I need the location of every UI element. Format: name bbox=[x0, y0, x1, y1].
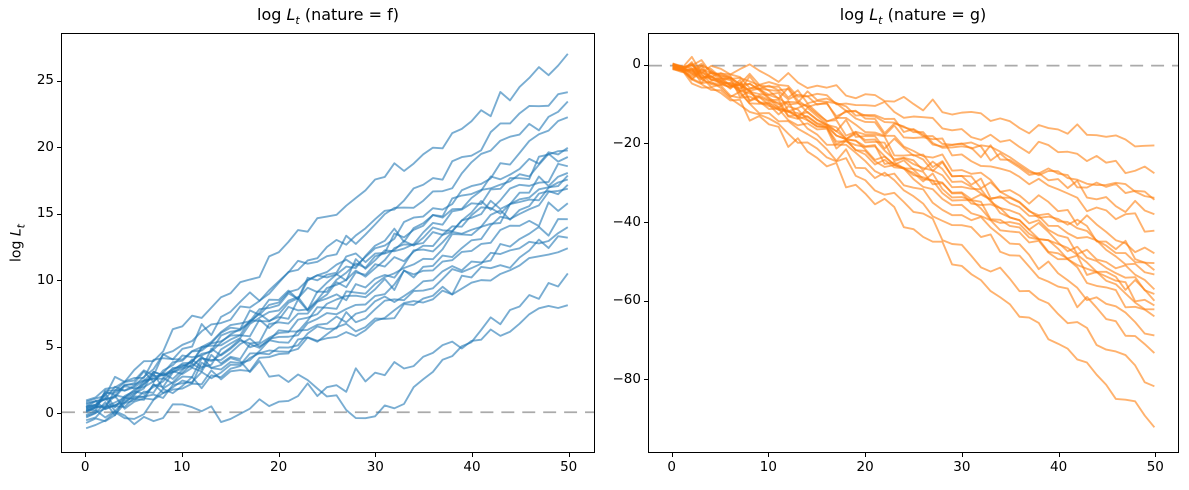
title-text-suffix: (nature = f) bbox=[299, 5, 399, 24]
trajectory-line-f-run-17 bbox=[85, 235, 568, 430]
trajectory-line-f-run-14 bbox=[85, 201, 569, 414]
x-tick-mark bbox=[278, 453, 280, 457]
x-tick-label: 10 bbox=[173, 459, 191, 475]
x-tick-label: 0 bbox=[80, 459, 90, 475]
y-tick-mark bbox=[57, 80, 61, 82]
x-tick-label: 10 bbox=[759, 459, 777, 475]
trajectory-line-g-run-16 bbox=[672, 65, 1155, 318]
y-tick-mark bbox=[57, 213, 61, 215]
ylabel-math-var: L bbox=[8, 228, 25, 237]
trajectory-line-f-run-13 bbox=[85, 187, 569, 411]
y-tick-label: 10 bbox=[36, 271, 54, 288]
trajectory-line-f-run-7 bbox=[85, 152, 569, 402]
y-tick-mark bbox=[57, 346, 61, 348]
y-tick-label: 0 bbox=[45, 404, 54, 421]
trajectory-line-g-run-19 bbox=[672, 64, 1155, 388]
y-tick-label: −60 bbox=[612, 292, 642, 309]
y-tick-mark bbox=[644, 379, 648, 381]
x-tick-label: 50 bbox=[560, 459, 578, 475]
trajectory-line-f-run-3 bbox=[85, 100, 569, 416]
title-math-var: L bbox=[286, 5, 296, 24]
x-tick-label: 40 bbox=[1050, 459, 1068, 475]
y-tick-label: 25 bbox=[36, 72, 54, 89]
y-tick-mark bbox=[644, 143, 648, 145]
axes-nature-g bbox=[648, 33, 1179, 453]
subplot-g-title: log Lt (nature = g) bbox=[840, 5, 986, 27]
axes-nature-f bbox=[61, 33, 595, 453]
trajectory-line-g-run-15 bbox=[672, 63, 1155, 311]
trajectory-line-f-run-20 bbox=[86, 304, 569, 426]
x-tick-label: 30 bbox=[366, 459, 384, 475]
y-tick-label: 5 bbox=[45, 338, 54, 355]
trajectory-line-g-run-1 bbox=[672, 55, 1155, 148]
x-tick-label: 30 bbox=[953, 459, 971, 475]
y-tick-mark bbox=[57, 413, 61, 415]
trajectory-line-g-run-6 bbox=[672, 62, 1155, 233]
x-tick-label: 0 bbox=[667, 459, 676, 475]
title-text-suffix: (nature = g) bbox=[882, 5, 987, 24]
y-tick-label: −40 bbox=[612, 213, 642, 230]
x-tick-label: 20 bbox=[270, 459, 288, 475]
x-tick-mark bbox=[375, 453, 377, 457]
x-tick-mark bbox=[961, 453, 963, 457]
x-tick-mark bbox=[1155, 453, 1157, 457]
x-tick-mark bbox=[1058, 453, 1060, 457]
trajectory-line-g-run-14 bbox=[672, 67, 1155, 307]
ylabel-math-sub: t bbox=[14, 224, 28, 229]
trajectory-line-f-run-1 bbox=[85, 53, 569, 403]
x-tick-label: 50 bbox=[1146, 459, 1164, 475]
y-tick-mark bbox=[644, 64, 648, 66]
trajectory-line-g-run-20 bbox=[672, 66, 1156, 428]
trajectory-line-f-run-6 bbox=[85, 149, 568, 422]
x-tick-label: 40 bbox=[463, 459, 481, 475]
y-tick-label: 0 bbox=[632, 56, 641, 73]
trajectory-line-f-run-18 bbox=[85, 247, 569, 412]
y-tick-mark bbox=[57, 280, 61, 282]
trajectory-line-f-run-2 bbox=[85, 91, 568, 410]
ylabel-text: log bbox=[8, 236, 25, 262]
trajectory-line-f-run-8 bbox=[85, 162, 569, 408]
trajectory-line-g-run-9 bbox=[672, 63, 1155, 271]
y-tick-mark bbox=[644, 222, 648, 223]
y-tick-label: 15 bbox=[36, 205, 54, 222]
x-tick-mark bbox=[865, 453, 867, 457]
trajectory-line-f-run-19 bbox=[85, 272, 569, 420]
y-tick-label: −20 bbox=[612, 134, 642, 151]
x-tick-label: 20 bbox=[856, 459, 874, 475]
title-math-var: L bbox=[869, 5, 879, 24]
title-math-sub: t bbox=[295, 14, 300, 28]
trajectory-line-f-run-12 bbox=[85, 184, 569, 424]
trajectory-line-f-run-5 bbox=[85, 146, 569, 412]
y-tick-mark bbox=[57, 147, 61, 149]
x-tick-mark bbox=[181, 453, 183, 457]
x-tick-mark bbox=[568, 453, 570, 457]
x-tick-mark bbox=[472, 453, 473, 457]
trajectory-line-g-run-18 bbox=[672, 68, 1156, 354]
plot-area-g bbox=[649, 55, 1178, 428]
trajectory-line-g-run-2 bbox=[672, 61, 1155, 175]
x-tick-mark bbox=[768, 453, 770, 457]
trajectory-line-f-run-16 bbox=[85, 226, 569, 413]
trajectory-line-f-run-11 bbox=[85, 178, 569, 411]
title-math-sub: t bbox=[878, 14, 883, 28]
trajectory-line-f-run-10 bbox=[85, 174, 569, 406]
y-tick-mark bbox=[644, 300, 648, 302]
title-text: log bbox=[839, 5, 870, 24]
trajectory-line-g-run-5 bbox=[672, 59, 1155, 216]
y-tick-label: −80 bbox=[612, 370, 642, 387]
plot-area-f bbox=[62, 53, 594, 430]
title-text: log bbox=[257, 5, 287, 24]
y-tick-label: 20 bbox=[36, 138, 54, 155]
x-tick-mark bbox=[671, 453, 673, 457]
y-axis-label: log Lt bbox=[9, 224, 28, 262]
x-tick-mark bbox=[85, 453, 87, 457]
trajectory-line-g-run-17 bbox=[672, 64, 1155, 337]
subplot-f-title: log Lt (nature = f) bbox=[257, 5, 399, 27]
